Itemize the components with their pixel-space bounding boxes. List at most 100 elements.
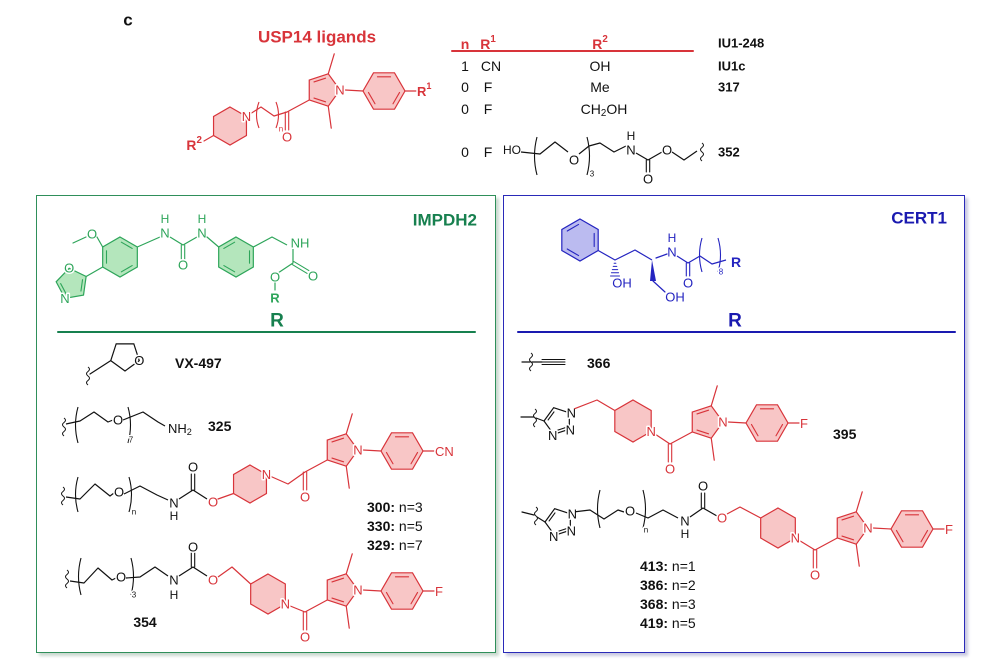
table-header-r1: R1: [480, 34, 496, 53]
chain-bond: [253, 236, 288, 248]
ring-double-bond: [547, 411, 555, 421]
phenyl-ring: [218, 236, 254, 278]
atom-label: O: [665, 462, 675, 477]
bond-line: [536, 516, 546, 523]
open-parenthesis: [596, 489, 601, 529]
chain-bond: [249, 106, 288, 117]
chain-bond: [217, 566, 252, 585]
cert1-title: CERT1: [891, 209, 947, 228]
atom-label: N: [566, 423, 575, 438]
bond-line: [85, 266, 104, 278]
atom-label: N: [791, 531, 800, 546]
ring-double-bond: [313, 97, 327, 103]
table-header-r2: R2: [592, 34, 608, 53]
atom-label: N: [197, 226, 206, 241]
atom-label: N: [680, 514, 689, 529]
chain-bond: [65, 411, 114, 425]
close-parenthesis: [717, 237, 722, 273]
wavy-bond-icon: [61, 486, 65, 506]
atom-label: O: [625, 504, 635, 519]
open-parenthesis: [74, 476, 79, 513]
ring-double-bond: [696, 409, 710, 415]
subscript-3: 3: [590, 170, 595, 179]
close-parenthesis: [586, 136, 591, 176]
methyl-bond: [855, 491, 863, 513]
chain-bond: [635, 509, 679, 519]
bond-line: [362, 589, 382, 592]
atom-label: H: [161, 212, 170, 226]
atom-label: O: [178, 258, 188, 273]
compound-id: 354: [133, 614, 157, 630]
atom-label: O: [569, 153, 579, 168]
bond-line: [206, 236, 220, 248]
atom-label: O: [208, 495, 218, 510]
ring-double-bond: [331, 437, 345, 443]
wavy-bond-icon: [65, 569, 69, 589]
label-part: NH: [168, 421, 187, 436]
methyl-bond: [710, 385, 718, 407]
methoxyphenyl-ring: [102, 236, 138, 278]
ring-double-bond: [313, 77, 327, 83]
n-value: n=5: [395, 518, 423, 534]
atom-label: N: [667, 245, 676, 260]
label-part: CH: [581, 101, 601, 117]
atom-label: H: [627, 129, 636, 143]
bond-line: [217, 492, 235, 500]
atom-label: N: [281, 597, 290, 612]
compound-id: 300:: [367, 499, 395, 515]
chain-bond: [137, 236, 161, 248]
atom-label: O: [662, 143, 672, 158]
ring-double-bond: [223, 241, 236, 249]
label-part: F: [435, 584, 443, 599]
bond-line: [284, 603, 306, 613]
methyl-bond: [710, 437, 715, 461]
table-header-n: n: [461, 36, 470, 52]
open-parenthesis: [74, 406, 79, 444]
ring-double-bond: [331, 457, 345, 463]
compound-id: 366: [587, 355, 611, 371]
label-part: 2: [602, 34, 608, 45]
wavy-bond-icon: [62, 417, 66, 437]
ring-double-bond: [895, 529, 904, 543]
bond-line: [794, 537, 816, 551]
subscript-8: 8: [719, 268, 724, 277]
compound-id: 419:: [640, 615, 668, 631]
n-value: n=7: [395, 537, 423, 553]
triazole-ring: [544, 507, 571, 537]
atom-label: N: [626, 143, 635, 158]
pyrrole-ring: [308, 73, 341, 107]
bond-line: [814, 537, 838, 551]
atom-label: N: [160, 226, 169, 241]
compound-id: 413:: [640, 558, 668, 574]
atom-label: O: [300, 490, 310, 505]
chain-bond: [65, 483, 115, 500]
atom-label: H: [681, 527, 690, 541]
subscript-7: 7: [129, 436, 134, 445]
label-part: R: [186, 137, 196, 153]
atom-label: H: [668, 231, 677, 245]
usp14-title: USP14 ligands: [258, 28, 376, 47]
atom-label: O: [208, 573, 218, 588]
bond-line: [727, 421, 747, 424]
compound-id: 386:: [640, 577, 668, 593]
ring-double-bond: [548, 512, 556, 522]
atom-label: O: [308, 269, 318, 284]
ring-double-bond: [556, 528, 567, 533]
methyl-bond: [345, 413, 353, 435]
ring-double-bond: [750, 423, 759, 437]
ring-double-bond: [120, 265, 133, 273]
atom-label: O: [282, 130, 292, 145]
methyl-bond: [345, 553, 353, 575]
atom-label: N: [169, 496, 178, 511]
chain-bond: [726, 506, 761, 519]
variant-label: 368: n=3: [640, 596, 696, 612]
atom-label: H: [170, 509, 179, 523]
wavy-bond-icon: [700, 142, 704, 162]
subscript-3: 3: [132, 591, 137, 600]
atom-label: H: [198, 212, 207, 226]
wavy-bond-icon: [534, 506, 538, 526]
ring-double-bond: [920, 529, 929, 543]
ring-double-bond: [410, 451, 419, 465]
cert1-panel: [503, 195, 965, 653]
n-value: n=5: [668, 615, 696, 631]
